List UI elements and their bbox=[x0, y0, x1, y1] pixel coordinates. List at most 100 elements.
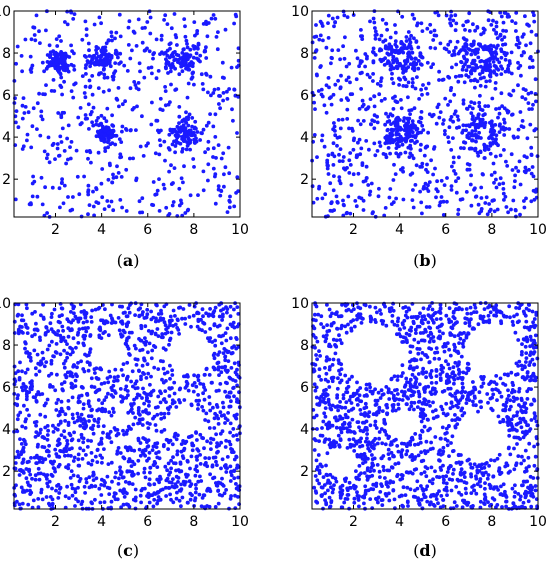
data-point bbox=[124, 126, 128, 131]
data-point bbox=[423, 327, 428, 332]
data-point bbox=[381, 39, 386, 44]
data-point bbox=[86, 156, 90, 161]
data-point bbox=[393, 94, 397, 99]
data-point bbox=[390, 408, 395, 413]
data-point bbox=[437, 489, 441, 493]
data-point bbox=[182, 138, 186, 143]
data-point bbox=[428, 30, 433, 34]
data-point bbox=[384, 323, 389, 328]
data-point bbox=[341, 393, 346, 397]
data-point bbox=[441, 331, 445, 336]
data-point bbox=[105, 320, 110, 325]
data-point bbox=[182, 17, 187, 21]
data-point bbox=[178, 305, 183, 310]
data-point bbox=[156, 69, 161, 73]
data-point bbox=[83, 491, 87, 495]
data-point bbox=[33, 332, 37, 337]
data-point bbox=[160, 377, 164, 382]
data-point bbox=[395, 323, 400, 328]
data-point bbox=[128, 86, 133, 91]
data-point bbox=[96, 150, 101, 155]
data-point bbox=[227, 87, 232, 91]
data-point bbox=[471, 114, 475, 119]
data-point bbox=[233, 370, 238, 375]
data-point bbox=[438, 317, 443, 321]
data-point bbox=[105, 432, 110, 436]
data-point bbox=[236, 495, 240, 499]
data-point bbox=[76, 396, 81, 400]
data-point bbox=[139, 488, 144, 493]
data-point bbox=[99, 382, 104, 386]
data-point bbox=[483, 44, 487, 49]
data-point bbox=[51, 506, 55, 511]
data-point bbox=[225, 97, 230, 101]
data-point bbox=[446, 135, 450, 140]
data-point bbox=[463, 140, 468, 145]
data-point bbox=[406, 120, 411, 125]
data-point bbox=[234, 346, 239, 351]
data-point bbox=[401, 371, 405, 375]
data-point bbox=[391, 488, 396, 493]
data-point bbox=[421, 128, 426, 132]
data-point bbox=[62, 58, 67, 63]
data-point bbox=[363, 490, 368, 495]
data-point bbox=[510, 168, 515, 172]
data-point bbox=[391, 60, 396, 65]
data-point bbox=[221, 400, 225, 405]
data-point bbox=[474, 194, 479, 199]
data-point bbox=[94, 187, 99, 192]
data-point bbox=[368, 497, 373, 501]
data-point bbox=[31, 106, 36, 111]
data-point bbox=[507, 70, 511, 74]
data-point bbox=[383, 97, 387, 101]
data-point bbox=[473, 28, 477, 33]
data-point bbox=[321, 325, 326, 330]
data-point bbox=[125, 376, 129, 381]
data-point bbox=[498, 153, 503, 158]
data-point bbox=[56, 329, 61, 333]
data-point bbox=[157, 138, 162, 143]
data-point bbox=[186, 117, 191, 122]
data-point bbox=[386, 114, 391, 119]
data-point bbox=[178, 462, 183, 466]
data-point bbox=[228, 464, 233, 469]
data-point bbox=[469, 311, 473, 316]
data-point bbox=[514, 42, 519, 47]
data-point bbox=[352, 486, 357, 491]
data-point bbox=[190, 116, 195, 120]
data-point bbox=[55, 454, 60, 459]
data-point bbox=[191, 55, 196, 60]
data-point bbox=[464, 128, 468, 133]
data-point bbox=[519, 425, 524, 430]
data-point bbox=[328, 406, 333, 411]
data-point bbox=[236, 475, 241, 480]
data-point bbox=[459, 478, 464, 483]
data-point bbox=[71, 473, 76, 478]
data-point bbox=[482, 156, 487, 160]
data-point bbox=[206, 21, 211, 25]
data-point bbox=[489, 458, 493, 462]
data-point bbox=[451, 160, 456, 165]
data-point bbox=[403, 136, 408, 141]
data-point bbox=[79, 359, 83, 364]
data-point bbox=[79, 310, 84, 314]
data-point bbox=[211, 155, 215, 159]
data-point bbox=[90, 74, 95, 78]
data-point bbox=[231, 320, 236, 325]
data-point bbox=[182, 164, 186, 169]
data-point bbox=[167, 386, 172, 391]
data-point bbox=[119, 155, 124, 159]
data-point bbox=[383, 44, 388, 49]
data-point bbox=[214, 432, 219, 437]
data-point bbox=[82, 91, 87, 95]
data-point bbox=[528, 55, 533, 59]
data-point bbox=[394, 137, 399, 142]
data-point bbox=[323, 406, 328, 410]
data-point bbox=[533, 454, 538, 459]
data-point bbox=[228, 496, 233, 501]
data-point bbox=[165, 22, 170, 26]
data-point bbox=[439, 195, 444, 199]
data-point bbox=[155, 455, 160, 460]
data-point bbox=[367, 147, 371, 152]
data-point bbox=[101, 89, 106, 94]
